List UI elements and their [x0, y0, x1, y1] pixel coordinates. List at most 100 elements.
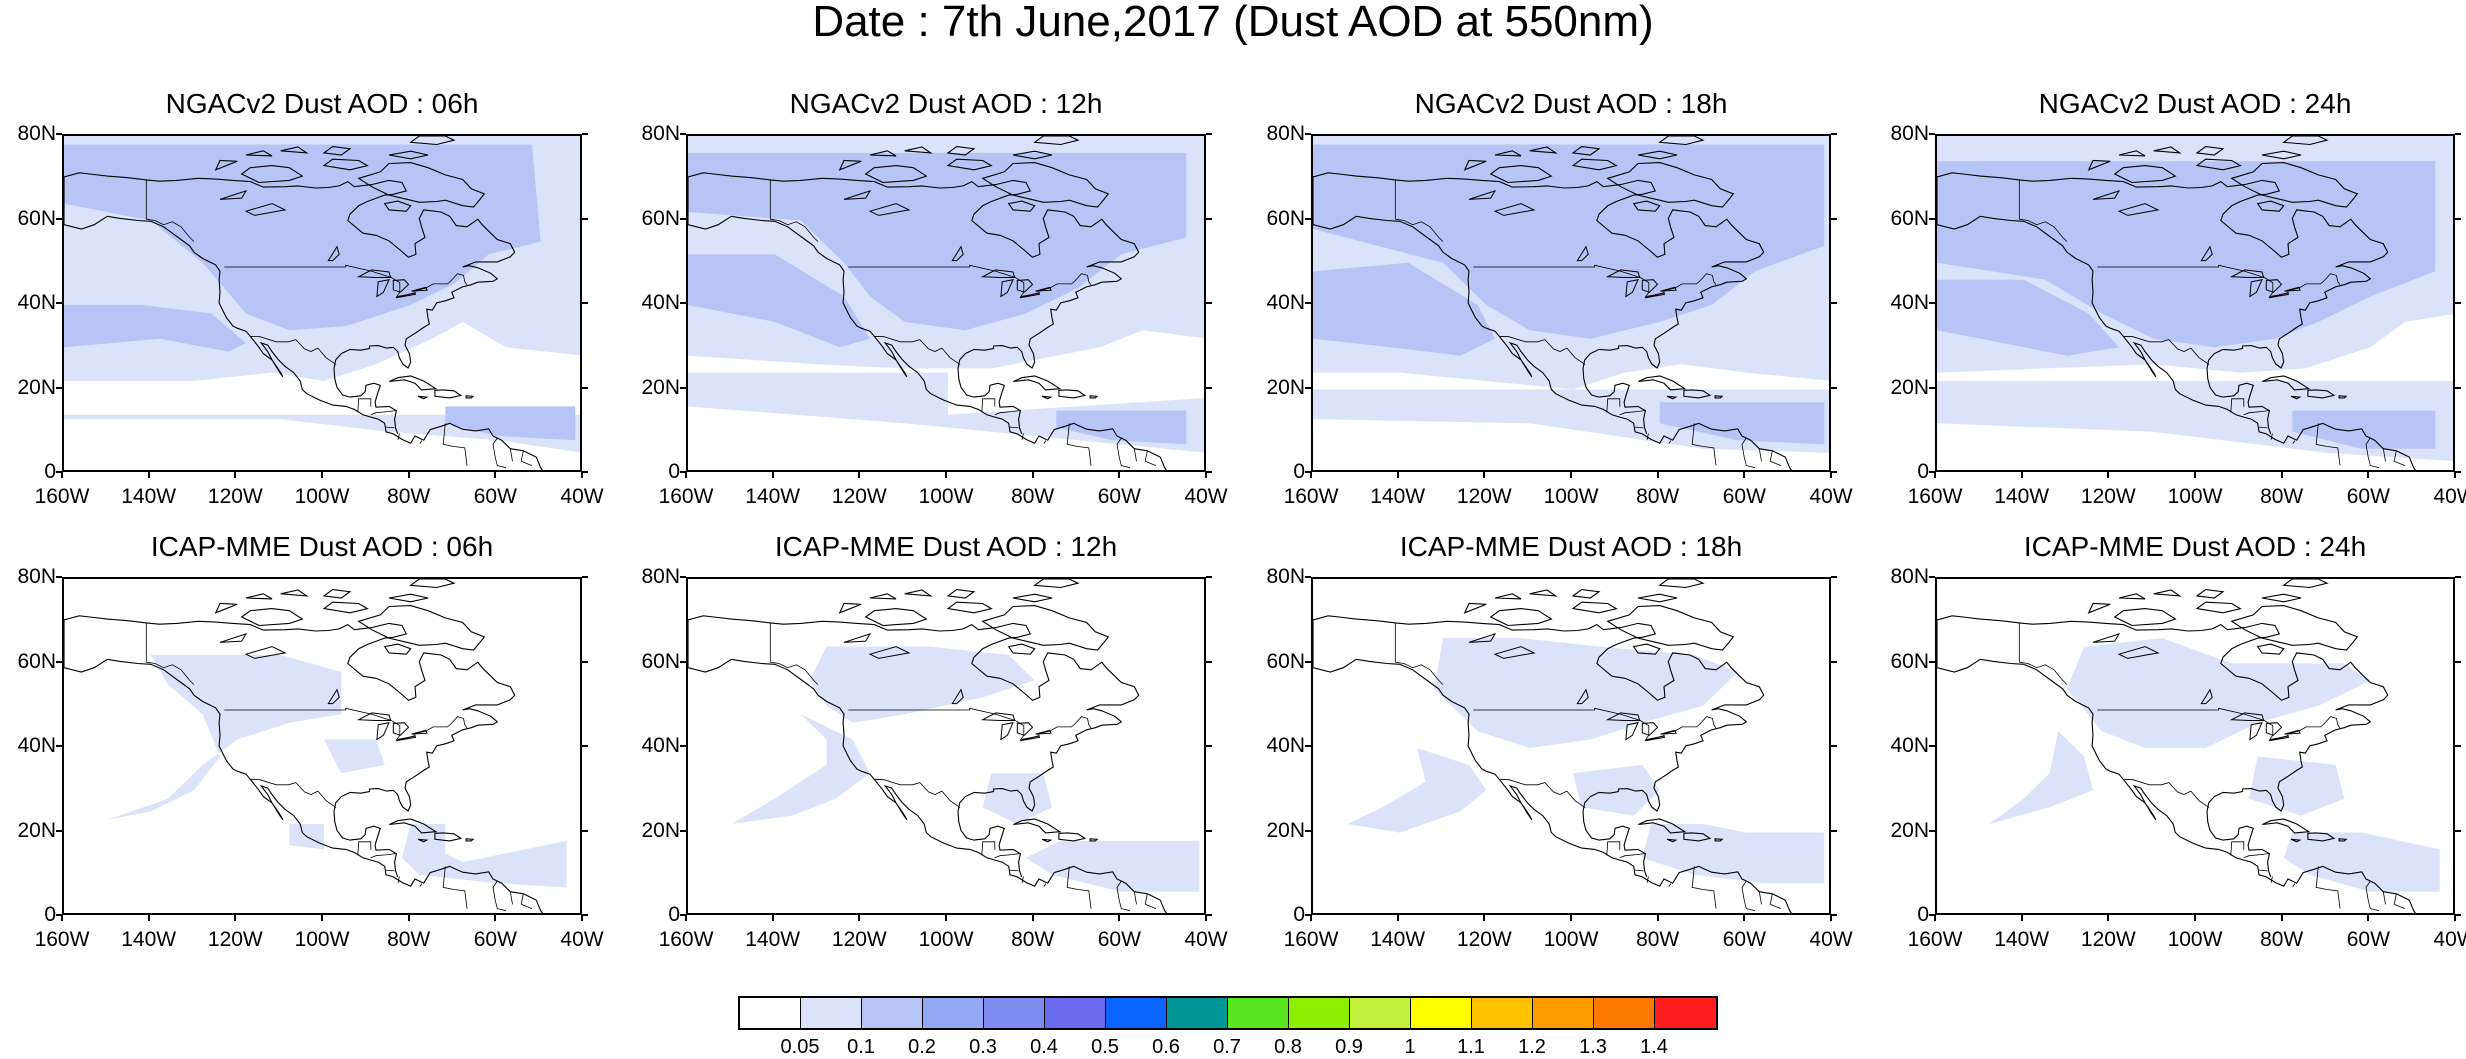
island-outline [981, 605, 1110, 651]
lat-tick-right [582, 133, 588, 135]
colorbar-tick-label: 0.05 [780, 1036, 820, 1058]
lat-tick [680, 745, 686, 747]
country-border [492, 880, 507, 912]
lat-tick-label: 80N [1266, 565, 1305, 588]
island-outline [1489, 165, 1553, 184]
lon-tick [494, 915, 497, 921]
country-border [1619, 853, 1645, 859]
panel-title: ICAP-MME Dust AOD : 06h [150, 531, 494, 562]
island-outline [465, 395, 475, 399]
lon-tick-label: 160W [658, 485, 714, 508]
aod-field [1937, 161, 2436, 348]
coastline [1937, 615, 2389, 878]
island-outline [2256, 200, 2285, 212]
lat-tick [56, 660, 62, 663]
lat-tick-label: 0 [1293, 460, 1305, 483]
lake-outline [2249, 722, 2263, 741]
country-border [1043, 883, 1047, 887]
lon-tick-label: 60W [473, 485, 517, 508]
lon-tick [234, 915, 237, 921]
country-border [2243, 410, 2269, 416]
country-border [2393, 893, 2406, 909]
country-border [1116, 437, 1131, 469]
lon-tick [2020, 915, 2023, 921]
country-border [442, 866, 468, 909]
country-border [1009, 426, 1019, 429]
lat-tick-label: 60N [1890, 649, 1929, 673]
lon-tick-label: 160W [1907, 928, 1963, 951]
island-outline [1033, 136, 1080, 146]
lon-tick-label: 100W [294, 485, 350, 508]
map-svg [1937, 579, 2440, 913]
lat-tick-right [582, 217, 588, 220]
country-border [2019, 218, 2068, 242]
country-border [2230, 398, 2245, 413]
island-outline [1463, 159, 1487, 171]
lat-tick [1305, 386, 1311, 389]
lon-tick-label: 80W [1011, 485, 1055, 508]
island-outline [2087, 602, 2111, 614]
lat-tick [56, 745, 62, 747]
colorbar [738, 996, 1718, 1030]
lat-tick-label: 0 [44, 903, 56, 926]
country-border [1646, 876, 1649, 883]
lon-tick [2280, 472, 2283, 478]
country-border [357, 398, 372, 413]
country-border [492, 437, 507, 469]
aod-field [1937, 279, 2119, 356]
lake-outline [1625, 722, 1639, 741]
country-border [1769, 893, 1782, 909]
lake-outline [2284, 729, 2301, 735]
country-border [1066, 866, 1092, 909]
panel-title: NGACv2 Dust AOD : 06h [165, 88, 479, 119]
lon-tick [1031, 915, 1034, 921]
aod-field [1026, 840, 1200, 892]
aod-field [2283, 832, 2440, 892]
lon-tick-label: 80W [387, 485, 431, 508]
lat-tick-label: 80N [17, 122, 56, 145]
island-outline [1529, 589, 1558, 597]
country-border [1144, 893, 1157, 909]
country-border [2270, 433, 2273, 440]
lat-tick [56, 386, 62, 389]
island-outline [1494, 593, 1522, 600]
coastline [1937, 215, 2416, 470]
lat-tick [680, 829, 686, 832]
island-outline [434, 389, 463, 399]
island-outline [2113, 608, 2177, 627]
island-outline [2290, 838, 2302, 843]
lat-tick-right [1206, 217, 1212, 220]
lon-tick [494, 472, 497, 478]
lat-tick [56, 829, 62, 832]
coastline [1313, 615, 1765, 878]
island-outline [1058, 832, 1087, 842]
lake-outline [1625, 279, 1639, 298]
lat-tick-right [1206, 576, 1212, 578]
island-outline [2230, 605, 2359, 651]
aod-field [1313, 144, 1825, 339]
map-svg [688, 136, 1204, 470]
lat-tick [1305, 576, 1311, 578]
lon-tick [1570, 472, 1572, 478]
colorbar-swatch [1655, 998, 1716, 1028]
lat-tick-right [2455, 914, 2461, 916]
island-outline [245, 593, 273, 600]
lon-tick-label: 160W [1907, 485, 1963, 508]
lon-tick-label: 140W [1994, 485, 2050, 508]
coastline [1313, 172, 1765, 435]
lat-tick-label: 0 [1917, 460, 1929, 483]
lake-outline [1016, 722, 1034, 736]
aod-field [64, 305, 246, 352]
colorbar-swatch [740, 998, 801, 1028]
lon-tick-label: 140W [121, 485, 177, 508]
lon-tick [61, 915, 63, 921]
lon-tick-label: 40W [1809, 928, 1853, 951]
lon-tick-label: 140W [745, 485, 801, 508]
lon-tick [1205, 472, 1207, 478]
lake-outline [1660, 286, 1677, 292]
country-border [385, 426, 395, 429]
lat-tick [680, 471, 686, 473]
lon-tick-label: 140W [745, 928, 801, 951]
lon-tick [1656, 472, 1659, 478]
island-outline [1637, 593, 1678, 603]
